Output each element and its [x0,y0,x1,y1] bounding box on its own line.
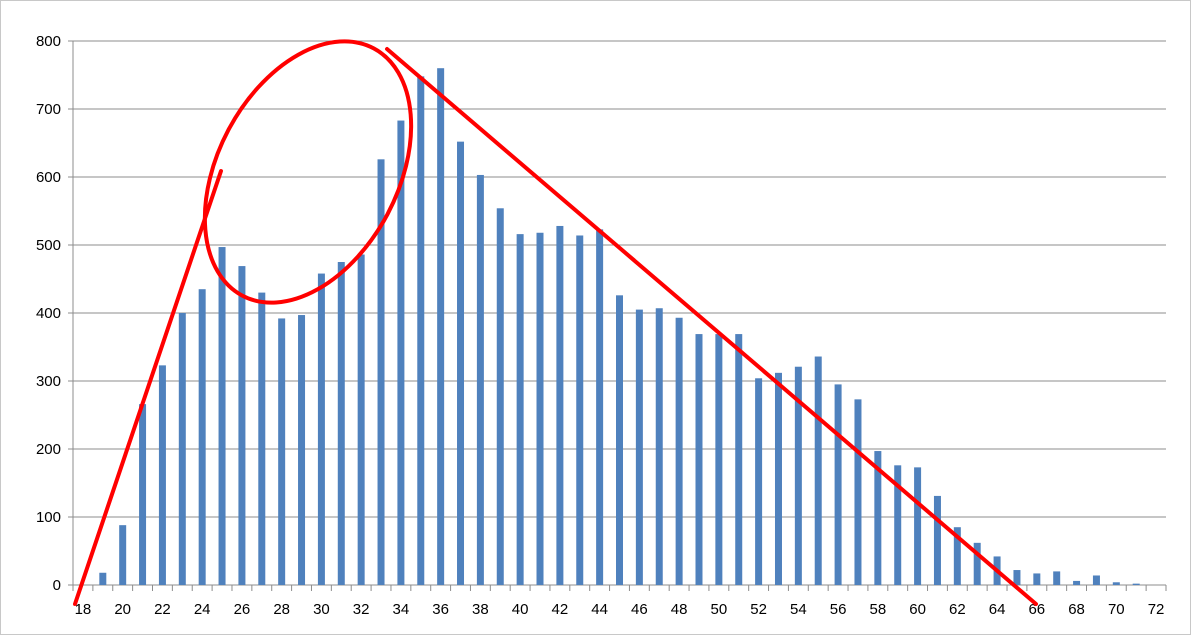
bar [198,289,206,585]
bar [635,309,643,585]
x-tick-label: 62 [949,601,966,618]
bar [158,365,166,585]
bar [397,120,405,585]
bar [457,141,465,585]
x-tick-label: 28 [273,601,290,618]
y-tick-label: 300 [36,373,61,390]
bar [675,317,683,585]
x-tick-label: 68 [1068,601,1085,618]
x-tick-label: 70 [1108,601,1125,618]
bar [99,572,107,585]
y-tick-label: 200 [36,441,61,458]
bar [357,254,365,585]
bar [337,262,345,585]
x-tick-label: 72 [1148,601,1165,618]
x-tick-label: 46 [631,601,648,618]
x-tick-label: 44 [591,601,608,618]
bars [99,68,1140,586]
bar [139,404,147,585]
x-tick-label: 24 [194,601,211,618]
y-tick-label: 0 [53,577,61,594]
x-tick-label: 54 [790,601,807,618]
bar [417,76,425,586]
x-tick-label: 20 [114,601,131,618]
bar [317,273,325,585]
y-tick-label: 700 [36,101,61,118]
x-tick-label: 56 [830,601,847,618]
bar [794,366,802,585]
bar [1132,583,1140,585]
y-tick-label: 800 [36,33,61,50]
y-tick-label: 100 [36,509,61,526]
bar [894,465,902,585]
x-tick-label: 50 [711,601,728,618]
x-tick-label: 66 [1028,601,1045,618]
y-tick-label: 400 [36,305,61,322]
bar [596,229,604,586]
bar [834,384,842,585]
x-tick-label: 26 [234,601,251,618]
bar [238,266,246,585]
bar [755,378,763,585]
bar [258,292,266,585]
bar [298,315,306,585]
bar [377,159,385,585]
bar [735,334,743,585]
bar [814,356,822,585]
bar [516,234,524,585]
x-tick-label: 40 [512,601,529,618]
x-tick-label: 18 [75,601,92,618]
bar [218,247,226,586]
bar [1033,573,1041,585]
bar [496,208,504,585]
bar [278,318,286,585]
bar [178,313,186,585]
bar [854,399,862,585]
x-tick-label: 34 [393,601,410,618]
x-tick-label: 30 [313,601,330,618]
bar [774,372,782,585]
x-tick-label: 22 [154,601,171,618]
annotations [73,39,1038,606]
bar [655,308,663,585]
bar [556,225,564,585]
bar [616,295,623,585]
x-tick-label: 64 [989,601,1006,618]
x-tick-label: 52 [750,601,767,618]
y-tick-label: 600 [36,169,61,186]
x-tick-label: 32 [353,601,370,618]
bar [1092,575,1100,585]
bar [973,542,981,585]
bar [476,174,484,585]
x-tick-label: 60 [909,601,926,618]
bar [933,495,941,585]
x-tick-label: 42 [552,601,569,618]
x-tick-label: 48 [671,601,688,618]
bar [715,334,723,585]
bar [536,232,544,585]
bar [1013,570,1021,585]
highlight-ellipse [202,39,414,305]
bar [695,334,703,585]
x-tick-label: 38 [472,601,489,618]
bar [119,525,127,585]
bar [1073,580,1081,585]
x-tick-label: 58 [870,601,887,618]
bar [437,68,445,585]
bar [576,235,584,586]
bar [874,451,882,585]
x-tick-label: 36 [432,601,449,618]
trend-line-right [385,47,1038,606]
trend-line-left [73,169,223,606]
y-tick-label: 500 [36,237,61,254]
bar [1112,582,1120,585]
bar [953,527,961,585]
y-tick-labels: 0 100 200 300 400 500 600 700 800 [36,33,61,594]
bar [914,467,922,585]
x-tick-labels: 18 20 22 24 26 28 30 32 34 36 38 40 42 44 46 48 50 52 54 56… [75,601,1165,618]
bar [1053,571,1061,585]
